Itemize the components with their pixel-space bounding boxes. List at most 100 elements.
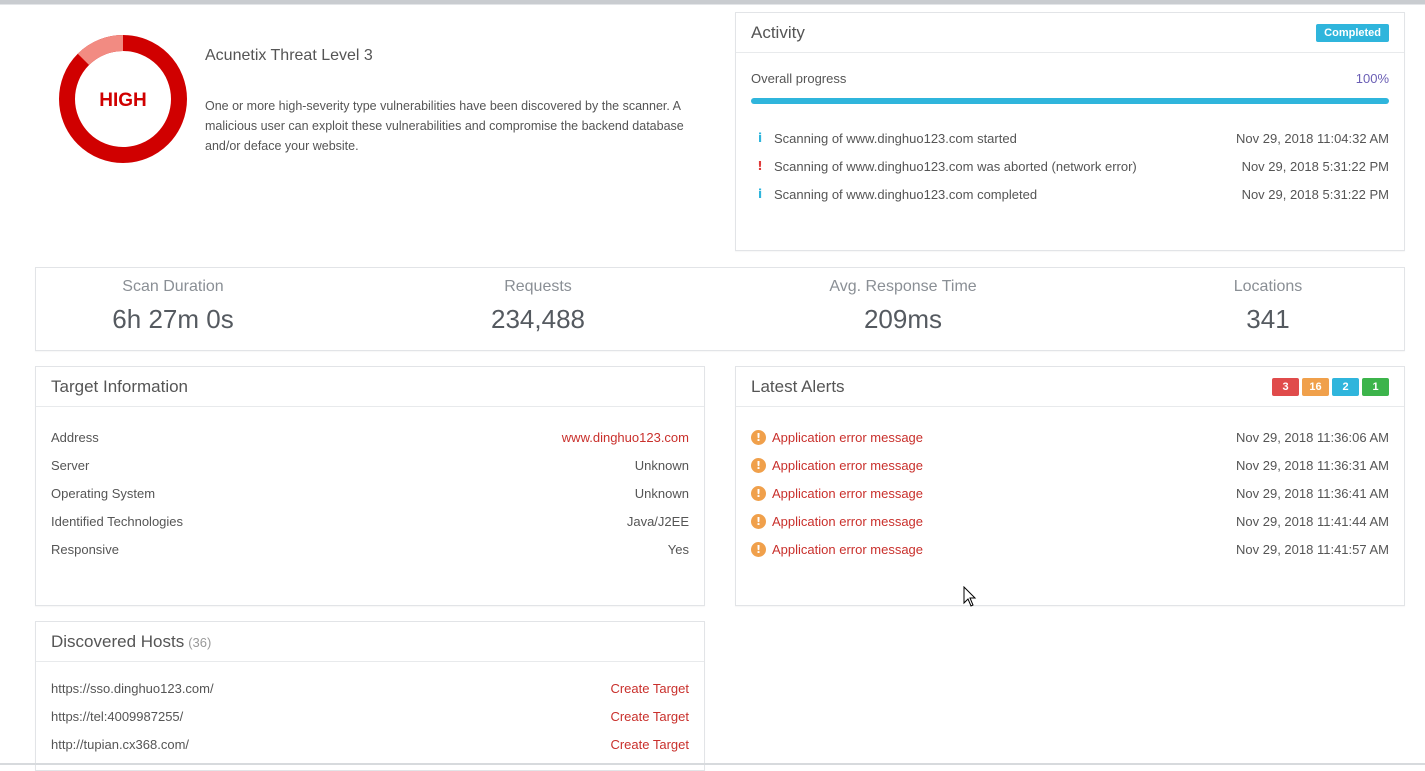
host-url: http://tupian.cx368.com/	[51, 736, 190, 752]
alert-row: ! Application error message Nov 29, 2018 …	[751, 539, 1389, 559]
target-key: Identified Technologies	[51, 513, 184, 529]
create-target-link[interactable]: Create Target	[610, 680, 689, 696]
target-value: Unknown	[634, 485, 689, 501]
activity-event: i Scanning of www.dinghuo123.com started…	[751, 128, 1389, 148]
status-badge: Completed	[1316, 23, 1389, 42]
medium-severity-badge[interactable]: 16	[1302, 377, 1329, 396]
target-information-title: Target Information	[51, 376, 189, 396]
threat-title: Acunetix Threat Level 3	[205, 47, 373, 64]
alert-row: ! Application error message Nov 29, 2018 …	[751, 511, 1389, 531]
target-row-technologies: Identified Technologies Java/J2EE	[51, 511, 689, 531]
target-information-header: Target Information	[36, 367, 704, 407]
activity-event-text: Scanning of www.dinghuo123.com completed	[774, 186, 1038, 202]
progress-bar	[751, 98, 1389, 104]
top-border	[0, 0, 1425, 5]
host-row: https://sso.dinghuo123.com/ Create Targe…	[51, 678, 689, 698]
target-value: Unknown	[634, 457, 689, 473]
activity-event: ! Scanning of www.dinghuo123.com was abo…	[751, 156, 1389, 176]
stat-locations: Locations 341	[1118, 278, 1418, 335]
stat-avg-response-time: Avg. Response Time 209ms	[753, 278, 1053, 335]
create-target-link[interactable]: Create Target	[610, 708, 689, 724]
host-row: http://tupian.cx368.com/ Create Target	[51, 734, 689, 754]
activity-event-text: Scanning of www.dinghuo123.com was abort…	[774, 158, 1137, 174]
progress-row: Overall progress 100%	[751, 71, 1389, 86]
activity-event-time: Nov 29, 2018 11:04:32 AM	[1236, 130, 1389, 146]
target-key: Server	[51, 457, 90, 473]
latest-alerts-title: Latest Alerts	[751, 376, 845, 396]
activity-event: i Scanning of www.dinghuo123.com complet…	[751, 184, 1389, 204]
stat-value: 341	[1246, 304, 1290, 334]
alert-exclamation-icon: !	[751, 457, 766, 473]
target-information-panel: Target Information Address www.dinghuo12…	[35, 366, 705, 606]
host-row: https://tel:4009987255/ Create Target	[51, 706, 689, 726]
alert-link[interactable]: Application error message	[772, 429, 924, 445]
mouse-cursor-icon	[963, 586, 977, 607]
hosts-count: (36)	[188, 634, 212, 650]
stat-requests: Requests 234,488	[388, 278, 688, 335]
discovered-hosts-panel: Discovered Hosts (36) https://sso.dinghuo…	[35, 621, 705, 771]
stat-label: Scan Duration	[122, 278, 224, 295]
alert-exclamation-icon: !	[751, 429, 766, 445]
severity-badges: 3 16 2 1	[1272, 377, 1389, 396]
activity-panel: Activity Completed Overall progress 100%…	[735, 12, 1405, 251]
alert-exclamation-icon: !	[751, 541, 766, 557]
threat-level-donut: HIGH	[59, 35, 187, 163]
stat-label: Requests	[504, 278, 572, 295]
alert-link[interactable]: Application error message	[772, 457, 924, 473]
stat-value: 234,488	[491, 304, 585, 334]
target-row-address: Address www.dinghuo123.com	[51, 427, 689, 447]
scan-stats-panel: Scan Duration 6h 27m 0s Requests 234,488…	[35, 267, 1405, 351]
alert-row: ! Application error message Nov 29, 2018 …	[751, 483, 1389, 503]
activity-title: Activity	[751, 22, 805, 42]
info-icon: i	[757, 131, 763, 145]
target-key: Operating System	[51, 485, 156, 501]
stat-scan-duration: Scan Duration 6h 27m 0s	[23, 278, 323, 335]
alert-row: ! Application error message Nov 29, 2018 …	[751, 455, 1389, 475]
alert-link[interactable]: Application error message	[772, 513, 924, 529]
stat-value: 209ms	[863, 304, 943, 334]
alert-time: Nov 29, 2018 11:36:41 AM	[1236, 485, 1389, 501]
activity-header: Activity Completed	[736, 13, 1404, 53]
target-key: Address	[51, 429, 99, 445]
latest-alerts-panel: Latest Alerts 3 16 2 1 ! Application erro…	[735, 366, 1405, 606]
target-row-server: Server Unknown	[51, 455, 689, 475]
threat-level-label: HIGH	[99, 90, 147, 111]
progress-value: 100%	[1355, 71, 1389, 86]
progress-label: Overall progress	[751, 71, 847, 86]
discovered-hosts-header: Discovered Hosts (36)	[36, 622, 704, 662]
info-icon: i	[757, 187, 763, 201]
alert-row: ! Application error message Nov 29, 2018 …	[751, 427, 1389, 447]
stat-label: Avg. Response Time	[829, 278, 977, 295]
info-severity-badge[interactable]: 1	[1362, 377, 1389, 396]
high-severity-badge[interactable]: 3	[1272, 377, 1299, 396]
alert-time: Nov 29, 2018 11:41:57 AM	[1236, 541, 1389, 557]
alert-time: Nov 29, 2018 11:41:44 AM	[1236, 513, 1389, 529]
host-url: https://tel:4009987255/	[51, 708, 184, 724]
target-row-os: Operating System Unknown	[51, 483, 689, 503]
target-key: Responsive	[51, 541, 119, 557]
bottom-border	[0, 763, 1425, 765]
alert-exclamation-icon: !	[751, 485, 766, 501]
host-url: https://sso.dinghuo123.com/	[51, 680, 214, 696]
target-value: Yes	[667, 541, 689, 557]
activity-event-time: Nov 29, 2018 5:31:22 PM	[1241, 158, 1389, 174]
alert-link[interactable]: Application error message	[772, 485, 924, 501]
low-severity-badge[interactable]: 2	[1332, 377, 1359, 396]
alert-exclamation-icon: !	[751, 513, 766, 529]
threat-description: One or more high-severity type vulnerabi…	[205, 99, 684, 153]
stat-label: Locations	[1233, 278, 1303, 295]
activity-event-time: Nov 29, 2018 5:31:22 PM	[1241, 186, 1389, 202]
exclamation-icon: !	[757, 159, 763, 173]
target-value: Java/J2EE	[626, 513, 689, 529]
discovered-hosts-title: Discovered Hosts (36)	[51, 631, 212, 651]
stat-value: 6h 27m 0s	[112, 304, 234, 334]
alert-time: Nov 29, 2018 11:36:06 AM	[1236, 429, 1389, 445]
create-target-link[interactable]: Create Target	[610, 736, 689, 752]
progress-fill	[751, 98, 1389, 104]
alert-link[interactable]: Application error message	[772, 541, 924, 557]
alert-time: Nov 29, 2018 11:36:31 AM	[1236, 457, 1389, 473]
target-row-responsive: Responsive Yes	[51, 539, 689, 559]
latest-alerts-header: Latest Alerts 3 16 2 1	[736, 367, 1404, 407]
activity-event-text: Scanning of www.dinghuo123.com started	[774, 130, 1017, 146]
target-address-link[interactable]: www.dinghuo123.com	[561, 429, 689, 445]
